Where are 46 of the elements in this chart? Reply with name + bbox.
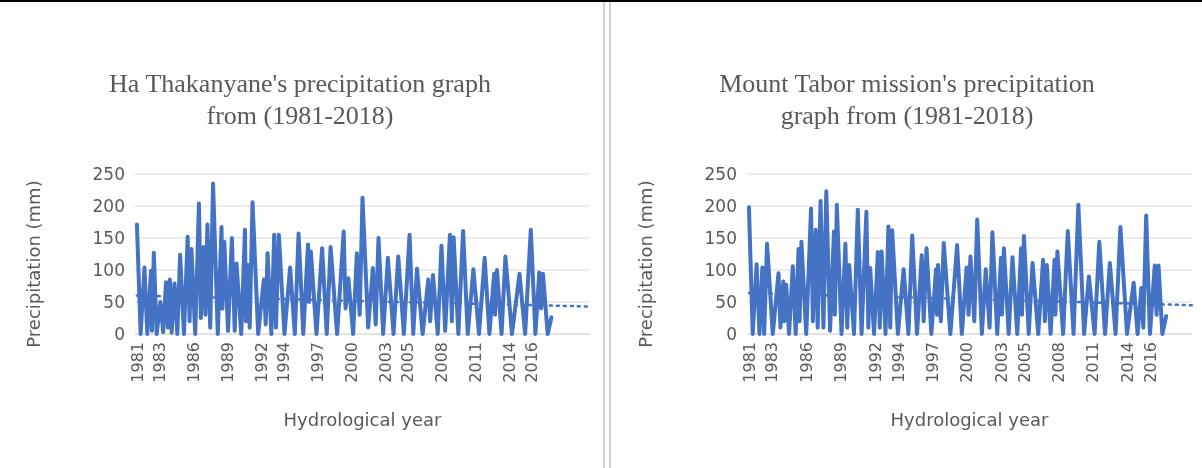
x-tick-label: 2014 — [499, 342, 519, 383]
x-tick-label: 1994 — [888, 342, 908, 383]
x-axis-title: Hydrological year — [283, 409, 443, 430]
y-tick-label: 150 — [92, 227, 125, 248]
y-tick-label: 50 — [103, 291, 125, 312]
x-tick-label: 1992 — [251, 342, 271, 383]
x-tick-label: 2011 — [465, 342, 485, 383]
y-tick-label: 100 — [92, 259, 125, 280]
y-tick-label: 200 — [704, 195, 737, 216]
y-tick-label: 150 — [704, 227, 737, 248]
chart-title: Mount Tabor mission's precipitation graph from (1981-2018) — [719, 69, 1095, 130]
x-tick-label: 1981 — [739, 342, 759, 383]
x-tick-label: 1992 — [865, 342, 885, 383]
x-tick-label: 1981 — [127, 342, 147, 383]
x-tick-label: 2003 — [991, 342, 1011, 383]
x-tick-label: 1983 — [150, 342, 170, 383]
y-axis-title: Precipitation (mm) — [635, 180, 656, 348]
y-tick-label: 250 — [92, 163, 125, 184]
x-tick-label: 2014 — [1117, 342, 1137, 383]
x-tick-label: 1994 — [274, 342, 294, 383]
y-tick-label: 0 — [726, 323, 737, 344]
x-tick-label: 1986 — [183, 342, 203, 383]
x-tick-label: 2003 — [375, 342, 395, 383]
x-tick-label: 1983 — [762, 342, 782, 383]
y-tick-label: 200 — [92, 195, 125, 216]
x-tick-label: 2005 — [1014, 342, 1034, 383]
x-tick-label: 2005 — [398, 342, 418, 383]
x-tick-label: 2016 — [1140, 342, 1160, 383]
x-tick-label: 1997 — [922, 342, 942, 383]
y-tick-label: 250 — [704, 163, 737, 184]
x-tick-label: 2000 — [957, 342, 977, 383]
x-tick-label: 1986 — [796, 342, 816, 383]
y-tick-label: 0 — [114, 323, 125, 344]
x-tick-label: 2000 — [341, 342, 361, 383]
y-tick-label: 50 — [715, 291, 737, 312]
x-tick-label: 1997 — [307, 342, 327, 383]
x-tick-label: 1989 — [217, 342, 237, 383]
chart-title: Ha Thakanyane's precipitation graph from (1981-2018) — [109, 69, 491, 130]
y-tick-label: 100 — [704, 259, 737, 280]
x-tick-label: 2011 — [1083, 342, 1103, 383]
x-axis-title: Hydrological year — [890, 409, 1050, 430]
y-axis-title: Precipitation (mm) — [23, 180, 44, 348]
x-tick-label: 2008 — [1048, 342, 1068, 383]
x-tick-label: 1989 — [831, 342, 851, 383]
x-tick-label: 2008 — [432, 342, 452, 383]
x-tick-label: 2016 — [522, 342, 542, 383]
